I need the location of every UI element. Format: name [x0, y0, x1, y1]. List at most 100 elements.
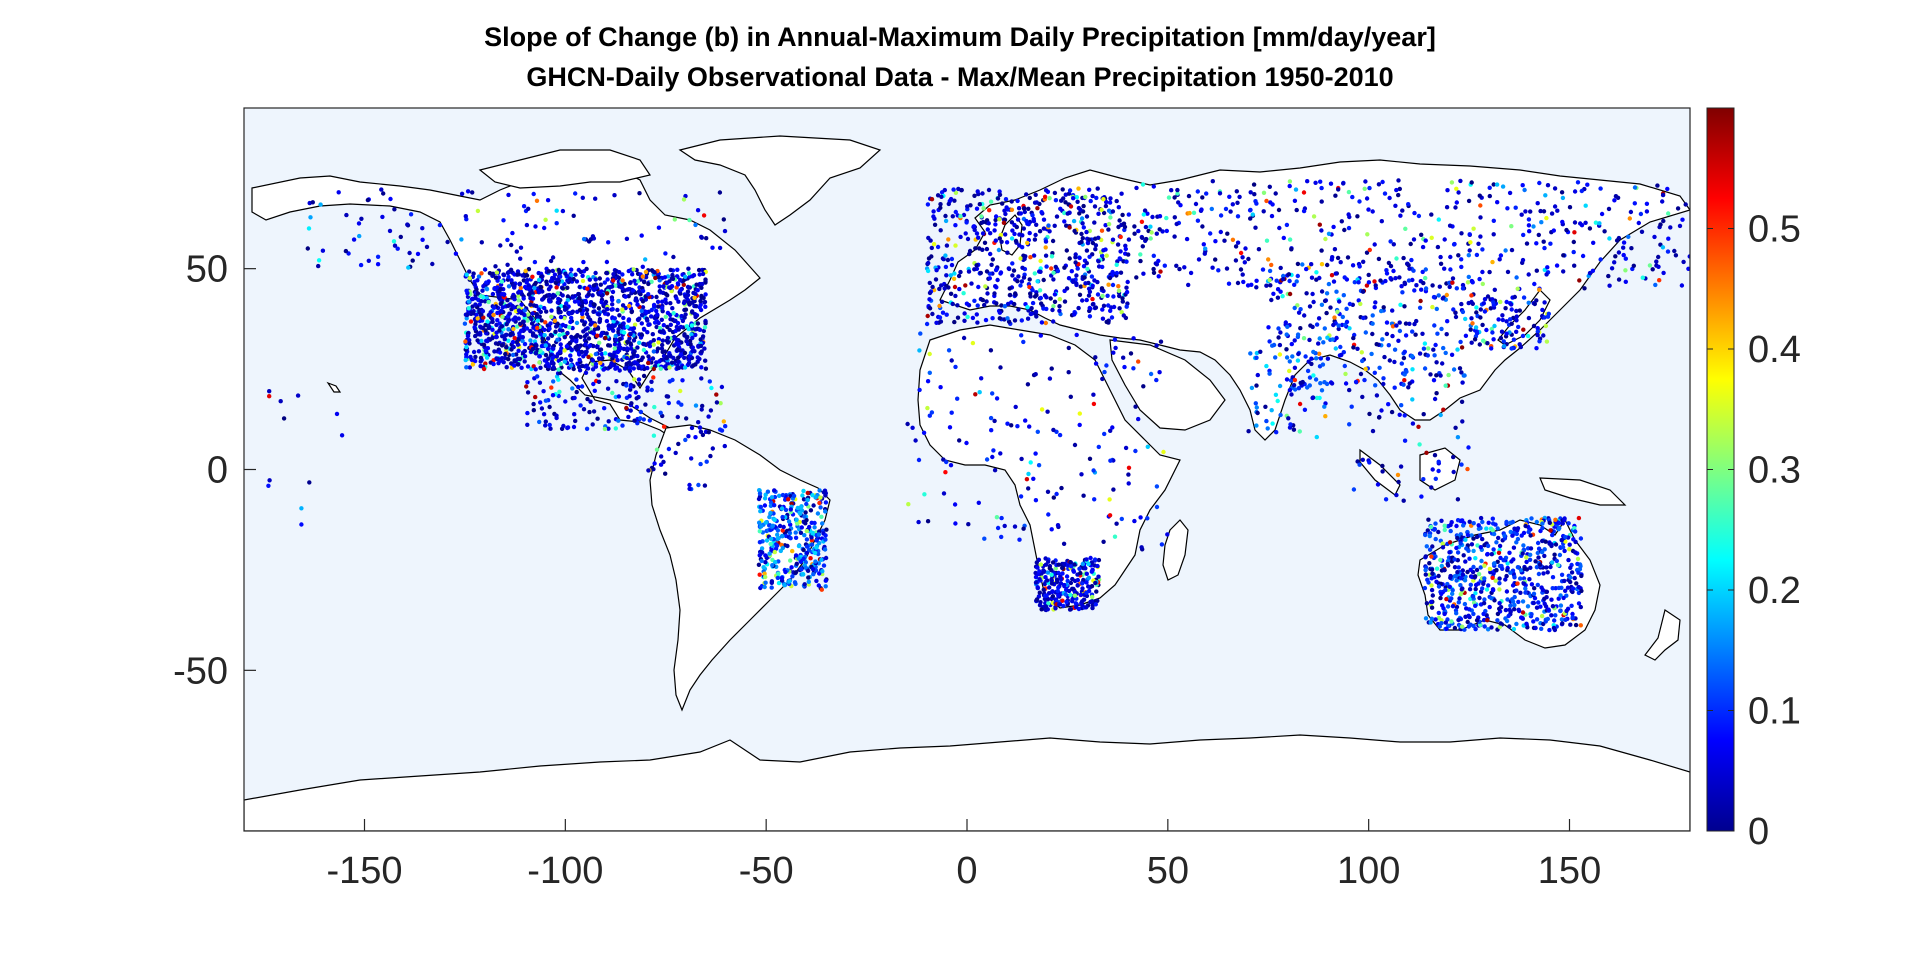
station-point	[1111, 350, 1116, 355]
station-point	[1458, 339, 1463, 345]
station-point	[550, 255, 556, 260]
station-point	[1429, 587, 1435, 593]
station-point	[562, 348, 567, 353]
station-point	[1598, 186, 1603, 191]
station-point	[1037, 603, 1043, 608]
station-point	[1055, 268, 1061, 274]
landmass-borneo	[1419, 447, 1461, 491]
station-point	[1538, 604, 1543, 609]
station-point	[1067, 225, 1072, 230]
station-point	[538, 365, 543, 370]
station-point	[1372, 279, 1377, 284]
station-point	[962, 311, 967, 316]
station-point	[1555, 208, 1560, 213]
station-point	[1436, 584, 1442, 589]
station-point	[1463, 537, 1468, 542]
station-point	[1294, 279, 1299, 284]
station-point	[519, 365, 524, 370]
station-point	[1478, 203, 1483, 208]
station-point	[981, 219, 986, 225]
station-point	[1394, 187, 1399, 193]
station-point	[1012, 231, 1017, 237]
station-point	[1287, 237, 1293, 242]
station-point	[1534, 617, 1540, 622]
station-point	[1086, 561, 1091, 567]
station-point	[654, 294, 659, 300]
station-point	[1454, 186, 1459, 191]
station-point	[1004, 205, 1009, 210]
station-point	[663, 471, 668, 476]
station-point	[516, 298, 521, 303]
station-point	[537, 419, 542, 425]
station-point	[632, 322, 638, 327]
station-point	[1049, 581, 1055, 586]
station-point	[1210, 265, 1215, 270]
station-point	[1004, 240, 1010, 245]
station-point	[467, 338, 472, 343]
station-point	[579, 318, 585, 323]
station-point	[1049, 254, 1055, 259]
station-point	[1084, 580, 1089, 585]
station-point	[1626, 234, 1631, 239]
station-point	[538, 309, 543, 315]
station-point	[542, 225, 547, 231]
station-point	[1079, 239, 1084, 245]
station-point	[984, 246, 990, 252]
station-point	[518, 245, 524, 250]
station-point	[524, 222, 530, 228]
station-point	[1534, 298, 1539, 303]
station-point	[512, 358, 517, 363]
station-point	[1358, 301, 1363, 307]
station-point	[1457, 596, 1462, 601]
station-point	[1080, 236, 1086, 241]
station-point	[1045, 489, 1051, 494]
station-point	[1351, 335, 1356, 341]
station-point	[676, 299, 681, 304]
station-point	[1110, 237, 1116, 242]
station-point	[1455, 550, 1461, 555]
station-point	[1621, 240, 1627, 245]
station-point	[935, 244, 941, 250]
station-point	[1421, 477, 1426, 482]
station-point	[1039, 407, 1045, 412]
station-point	[512, 336, 517, 341]
station-point	[648, 314, 654, 319]
station-point	[1519, 533, 1524, 538]
station-point	[1093, 305, 1099, 310]
station-point	[1481, 301, 1487, 306]
station-point	[659, 317, 664, 322]
station-point	[1053, 606, 1058, 611]
station-point	[1133, 448, 1138, 454]
station-point	[522, 341, 528, 347]
station-point	[577, 357, 582, 362]
station-point	[579, 304, 585, 309]
station-point	[639, 321, 644, 326]
station-point	[624, 405, 629, 411]
station-point	[542, 327, 547, 332]
station-point	[1356, 280, 1361, 285]
station-point	[1423, 532, 1428, 538]
station-point	[927, 297, 932, 302]
station-point	[639, 332, 644, 337]
station-point	[1061, 541, 1067, 546]
station-point	[1143, 224, 1149, 230]
station-point	[1018, 494, 1024, 499]
station-point	[1038, 269, 1043, 274]
station-point	[1044, 593, 1049, 598]
station-point	[1509, 247, 1515, 253]
station-point	[627, 368, 633, 374]
station-point	[1535, 582, 1541, 588]
station-point	[1087, 254, 1092, 259]
station-point	[602, 406, 607, 411]
station-point	[1396, 338, 1401, 343]
station-point	[651, 342, 656, 347]
station-point	[611, 353, 616, 358]
station-point	[569, 347, 574, 352]
station-point	[1526, 223, 1532, 228]
station-point	[1469, 293, 1474, 298]
station-point	[1514, 308, 1519, 314]
station-point	[1108, 196, 1113, 201]
station-point	[616, 329, 621, 335]
station-point	[757, 520, 762, 525]
station-point	[657, 325, 663, 331]
